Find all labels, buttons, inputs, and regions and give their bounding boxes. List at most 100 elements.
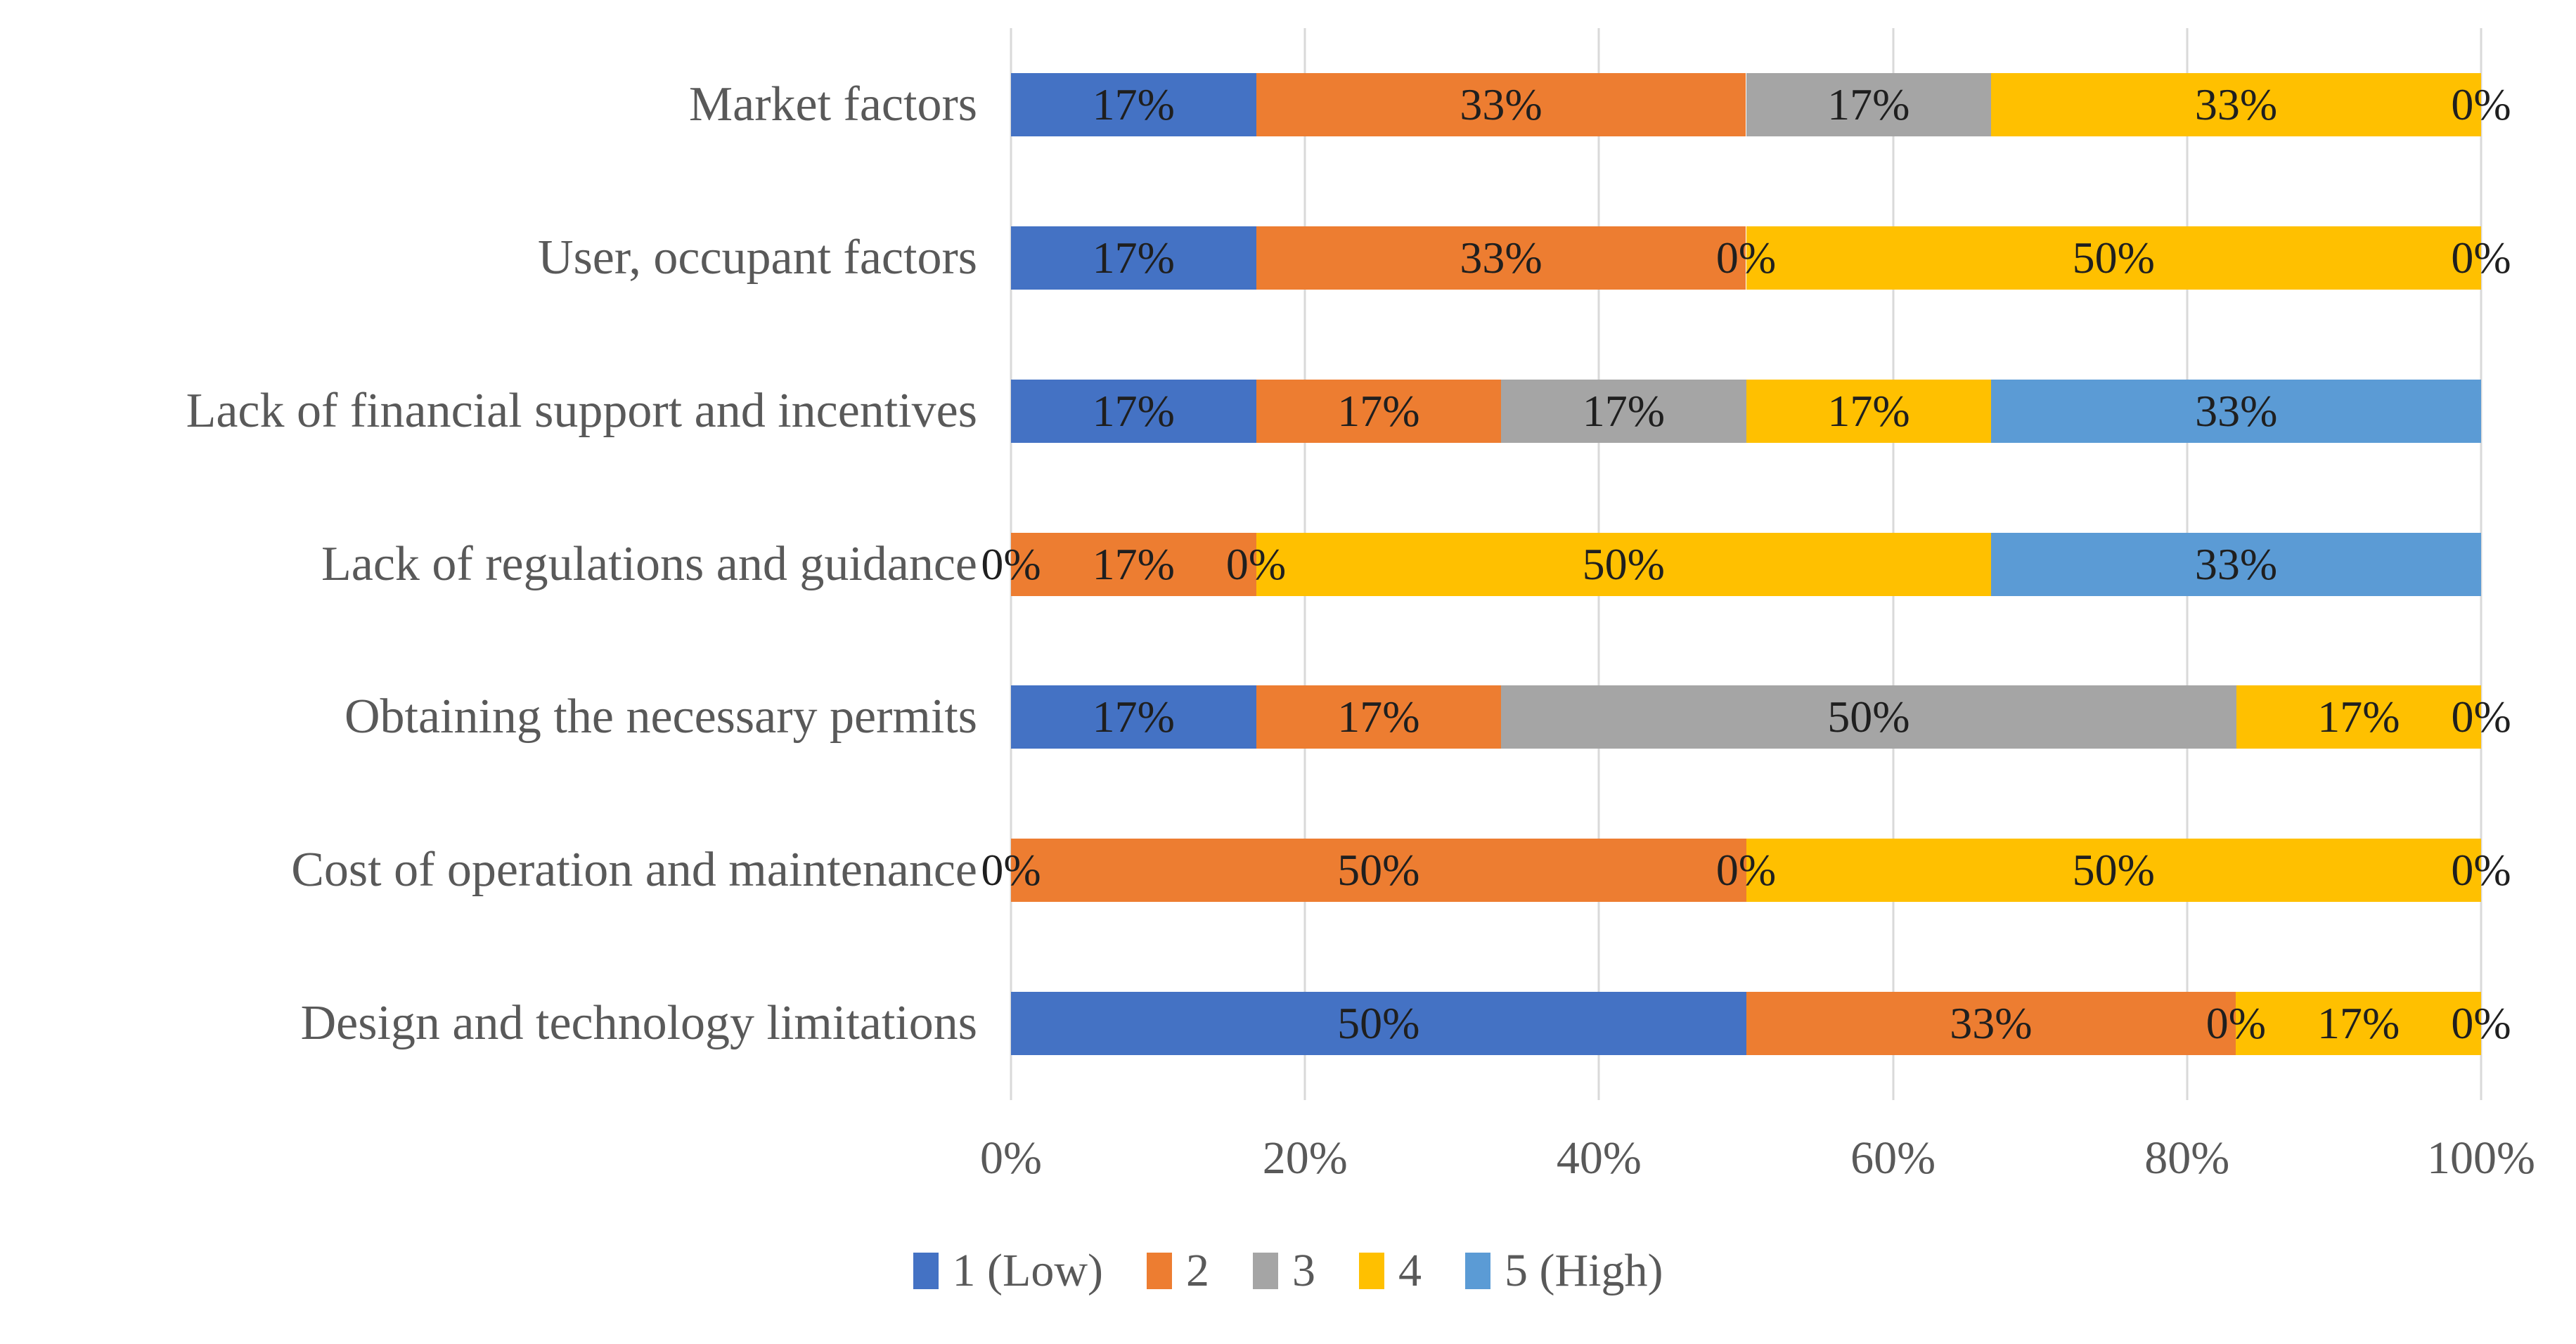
data-label: 17% [1092, 232, 1175, 283]
x-axis-tick-label: 100% [2427, 1132, 2535, 1184]
legend-item: 4 [1358, 1245, 1422, 1296]
bar-segment [1746, 839, 2481, 903]
bar-segment [1746, 992, 2236, 1056]
data-label: 0% [2451, 998, 2511, 1049]
bar-segment [1256, 685, 1502, 749]
data-label: 50% [1582, 538, 1665, 589]
bar-segment [1991, 72, 2481, 136]
data-label: 17% [2317, 998, 2400, 1049]
data-label: 17% [2317, 692, 2400, 742]
data-label: 50% [1827, 692, 1910, 742]
data-label: 17% [1092, 692, 1175, 742]
bar-segment [1501, 685, 2236, 749]
bar-segment [1011, 992, 1746, 1056]
legend-swatch-icon [1146, 1253, 1172, 1289]
category-labels: Market factors User, occupant factors Lack… [0, 28, 977, 1100]
data-label: 0% [2451, 845, 2511, 896]
bar-segment [1011, 839, 1746, 903]
bar-segment [1746, 72, 1992, 136]
data-label: 33% [2194, 79, 2278, 129]
bar-segment [1011, 226, 1256, 290]
data-label: 0% [1715, 232, 1777, 283]
bar-segment [1011, 379, 1256, 443]
category-label: Market factors [688, 77, 977, 131]
category-label: Lack of financial support and incentives [186, 383, 977, 438]
data-label: 0% [1715, 845, 1777, 896]
data-label: 17% [1092, 79, 1175, 129]
category-label: User, occupant factors [538, 230, 977, 285]
bar-segment [1256, 226, 1746, 290]
legend-swatch-icon [1358, 1253, 1384, 1289]
legend-item: 1 (Low) [913, 1248, 1103, 1294]
legend-label: 2 [1185, 1245, 1209, 1296]
legend-label: 3 [1292, 1245, 1315, 1296]
legend-item: 3 [1252, 1245, 1315, 1296]
bar-segment [1991, 532, 2481, 596]
data-label: 33% [1460, 232, 1543, 283]
legend-swatch-icon [1252, 1253, 1278, 1289]
data-label: 0% [981, 845, 1041, 896]
data-label: 17% [1827, 79, 1910, 129]
category-label: Lack of regulations and guidance [321, 536, 977, 591]
stacked-bar: 0% 50% 0% 50% 0% [981, 839, 2511, 903]
category-label: Obtaining the necessary permits [344, 690, 977, 744]
stacked-bar: 0% 17% 0% 50% 33% [981, 532, 2481, 596]
x-axis: 0% 20% 40% 60% 80% 100% [980, 1132, 2535, 1191]
bar-segment [1746, 379, 1992, 443]
data-label: 17% [1827, 385, 1910, 436]
bar-segment [1011, 532, 1256, 596]
stacked-bar: 17% 17% 50% 17% 0% [1011, 685, 2511, 749]
bar-segment [1501, 379, 1746, 443]
bar-segment [2236, 685, 2482, 749]
data-label: 50% [1337, 998, 1420, 1049]
bar-segment [1256, 72, 1746, 136]
category-label: Design and technology limitations [300, 996, 977, 1051]
gridline [2480, 28, 2482, 1100]
legend-label: 4 [1398, 1245, 1422, 1296]
x-axis-tick-label: 20% [1262, 1132, 1348, 1184]
data-label: 17% [1092, 538, 1175, 589]
data-label: 33% [1950, 998, 2033, 1049]
data-label: 0% [2451, 692, 2511, 742]
x-axis-tick-label: 40% [1556, 1132, 1642, 1184]
data-label: 17% [1337, 692, 1420, 742]
data-label: 33% [1460, 79, 1543, 129]
stacked-bar: 17% 33% 17% 33% 0% [1011, 72, 2511, 136]
legend-swatch-icon [1464, 1253, 1490, 1289]
data-label: 0% [2451, 232, 2511, 283]
x-axis-tick-label: 80% [2144, 1132, 2230, 1184]
data-label: 17% [1092, 385, 1175, 436]
stacked-bar: 50% 33% 0% 17% 0% [1011, 992, 2511, 1056]
plot-area: 17% 33% 17% 33% 0% 17% 33% 0% 50% 0% 17% 17% 17% 17% 3… [981, 28, 2511, 1100]
data-label: 50% [2072, 232, 2155, 283]
data-label: 0% [981, 538, 1041, 589]
bar-segment [1746, 226, 2481, 290]
bar-segment [1256, 379, 1502, 443]
data-label: 0% [2205, 998, 2267, 1049]
data-label: 0% [1225, 538, 1287, 589]
data-label: 50% [2072, 845, 2155, 896]
x-axis-tick-label: 60% [1850, 1132, 1936, 1184]
x-axis-tick-label: 0% [980, 1132, 1042, 1184]
stacked-bar: 17% 33% 0% 50% 0% [1011, 226, 2511, 290]
stacked-bar: 17% 17% 17% 17% 33% [1011, 379, 2482, 443]
legend-item: 2 [1146, 1245, 1209, 1296]
legend-item: 5 (High) [1464, 1245, 1663, 1296]
legend-label: 1 (Low) [952, 1245, 1103, 1296]
data-label: 33% [2195, 385, 2278, 436]
bar-segment [1256, 532, 1992, 596]
data-label: 50% [1337, 845, 1420, 896]
data-label: 17% [1337, 385, 1420, 436]
bar-segment [1991, 379, 2482, 443]
data-label: 33% [2194, 538, 2278, 589]
bar-segment [2236, 992, 2481, 1056]
bar-segment [1011, 72, 1256, 136]
category-label: Cost of operation and maintenance [291, 843, 977, 898]
data-label: 0% [2451, 79, 2511, 129]
bar-segment [1011, 685, 1256, 749]
legend-label: 5 (High) [1504, 1245, 1663, 1296]
legend: 1 (Low) 2 3 4 5 (High) [0, 1248, 2576, 1294]
legend-swatch-icon [913, 1253, 939, 1289]
data-label: 17% [1582, 385, 1666, 436]
